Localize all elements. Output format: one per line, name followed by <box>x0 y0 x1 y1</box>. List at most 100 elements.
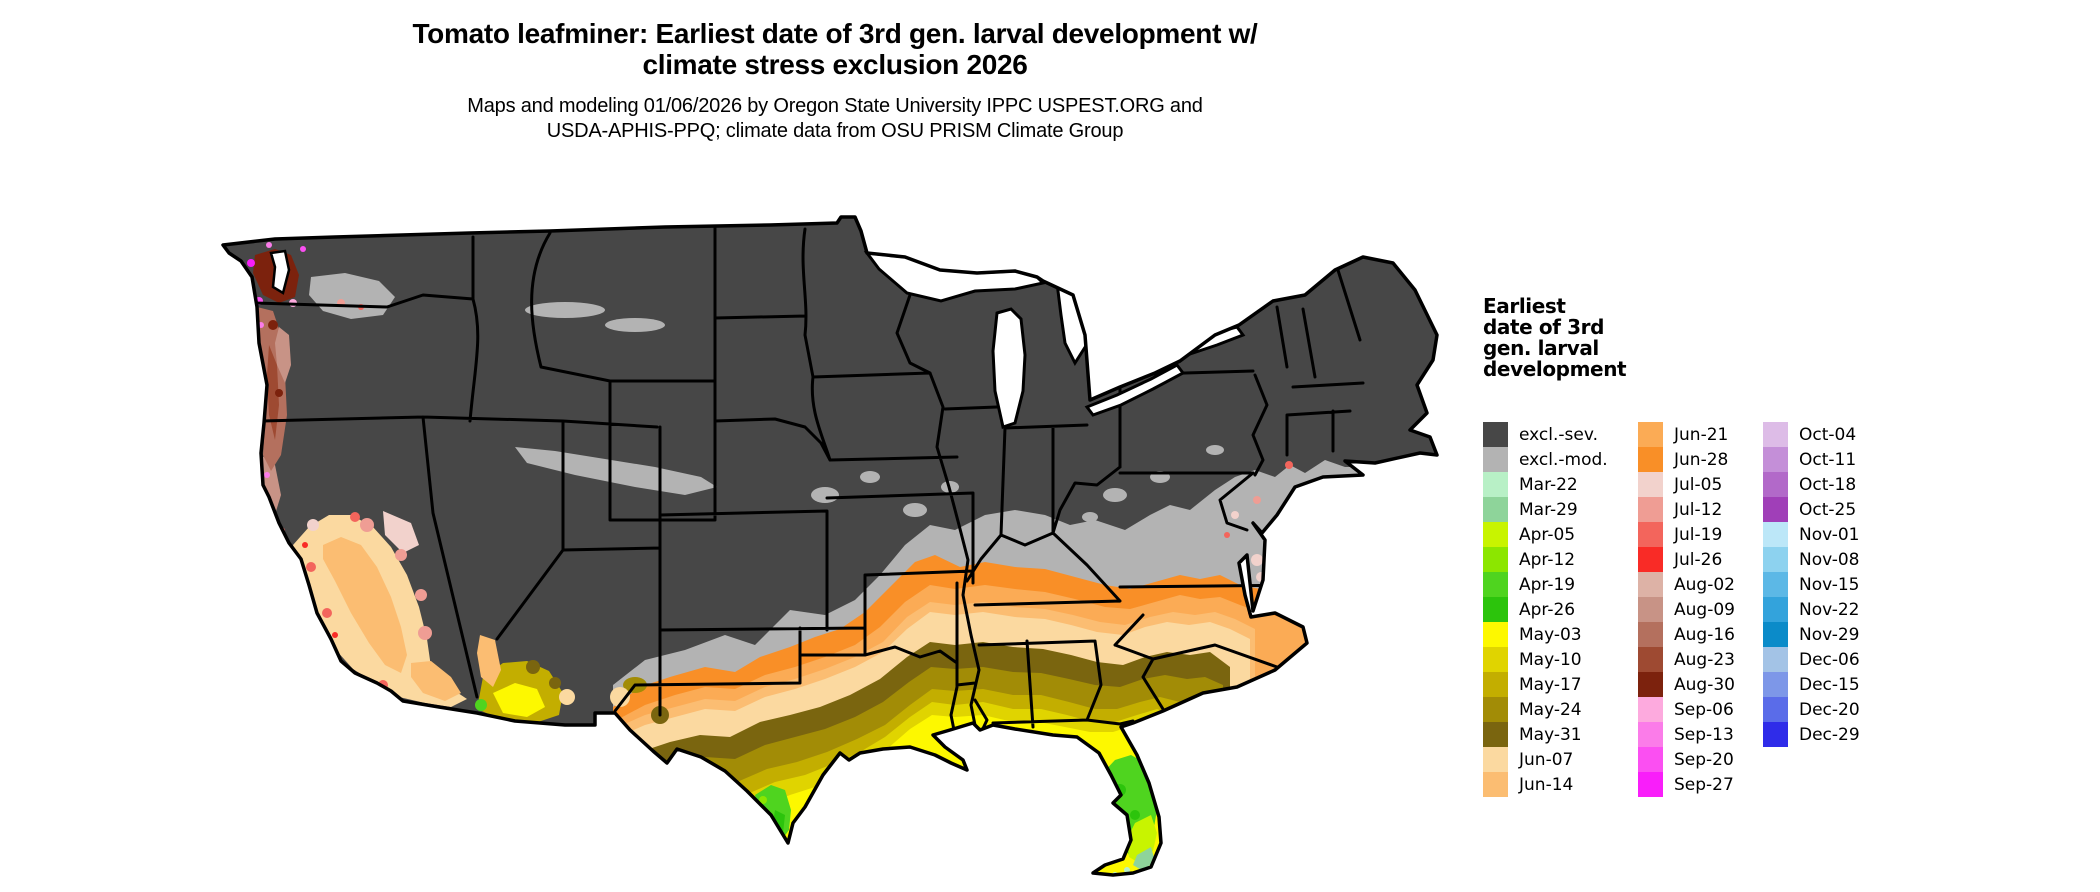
legend-label: Nov-01 <box>1799 524 1860 545</box>
title-block: Tomato leafminer: Earliest date of 3rd g… <box>165 18 1505 144</box>
legend-title-line1: Earliest <box>1483 294 1566 318</box>
lake-michigan <box>991 307 1027 429</box>
page-subtitle-line2: USDA-APHIS-PPQ; climate data from OSU PR… <box>546 120 1124 142</box>
map-speck-ca-jul12c <box>360 518 374 532</box>
legend-swatch <box>1483 547 1508 572</box>
legend-swatch <box>1638 547 1663 572</box>
map-speck-ca-jul19b <box>322 608 332 618</box>
us-outline <box>221 215 1439 877</box>
map-speck-ca-jul26b <box>332 632 338 638</box>
legend-entry: Apr-19 <box>1483 572 1638 597</box>
map-region-montana-gray <box>525 302 605 318</box>
legend-label: Jun-07 <box>1519 749 1574 770</box>
legend-label: Oct-25 <box>1799 499 1857 520</box>
map-region-socal-jun14 <box>411 661 461 701</box>
legend-swatch <box>1483 497 1508 522</box>
legend-label: Apr-26 <box>1519 599 1576 620</box>
legend-swatch <box>1638 447 1663 472</box>
legend-label: Jun-21 <box>1674 424 1729 445</box>
legend-entry: May-10 <box>1483 647 1638 672</box>
legend-swatch <box>1483 722 1508 747</box>
legend-label: May-03 <box>1519 624 1582 645</box>
legend-label: Sep-27 <box>1674 774 1734 795</box>
legend-label: Sep-20 <box>1674 749 1734 770</box>
lake-erie <box>1084 363 1186 417</box>
legend-entry: Sep-06 <box>1638 697 1763 722</box>
map-speck-or-sep27 <box>253 411 261 419</box>
legend-swatch <box>1763 522 1788 547</box>
legend-label: Sep-13 <box>1674 724 1734 745</box>
map-speck-appalachia-gray1 <box>1103 488 1127 502</box>
legend-swatch <box>1483 597 1508 622</box>
legend-label: Aug-16 <box>1674 624 1735 645</box>
page-title: Tomato leafminer: Earliest date of 3rd g… <box>165 18 1505 80</box>
map-speck-ca-jul12a <box>418 626 432 640</box>
legend-entry: Aug-02 <box>1638 572 1763 597</box>
legend-swatch <box>1763 622 1788 647</box>
legend-label: Oct-11 <box>1799 449 1857 470</box>
map-speck-ca-jul19a <box>306 562 316 572</box>
legend-label: Jun-14 <box>1519 774 1574 795</box>
legend-entry: Nov-22 <box>1763 597 1888 622</box>
legend-entry: Jun-21 <box>1638 422 1763 447</box>
legend-swatch <box>1638 622 1663 647</box>
legend-entry: Apr-05 <box>1483 522 1638 547</box>
legend-label: Aug-30 <box>1674 674 1735 695</box>
map-speck-yuma-apr19 <box>475 699 487 711</box>
legend-entry: May-03 <box>1483 622 1638 647</box>
legend-title-line3: gen. larval <box>1483 336 1599 360</box>
legend-swatch <box>1638 647 1663 672</box>
map-speck-wa-sep20b <box>300 246 306 252</box>
legend-entry: Dec-15 <box>1763 672 1888 697</box>
legend-entry: Mar-22 <box>1483 472 1638 497</box>
legend-label: Nov-08 <box>1799 549 1860 570</box>
map-speck-dc-jul19 <box>1224 532 1230 538</box>
legend-label: Jun-28 <box>1674 449 1729 470</box>
legend-entry: Sep-13 <box>1638 722 1763 747</box>
legend-entry: Jul-26 <box>1638 547 1763 572</box>
legend-swatch <box>1763 722 1788 747</box>
legend-title: Earliest date of 3rd gen. larval develop… <box>1483 296 2043 380</box>
state-borders <box>253 225 1365 747</box>
legend-entry: May-24 <box>1483 697 1638 722</box>
legend-entry: Sep-20 <box>1638 747 1763 772</box>
legend-entry: Oct-11 <box>1763 447 1888 472</box>
legend-swatch <box>1763 447 1788 472</box>
legend-label: Aug-09 <box>1674 599 1735 620</box>
legend-swatch <box>1638 697 1663 722</box>
map-speck-elpaso-jun07 <box>610 687 630 707</box>
map-speck-wa-sep27 <box>247 259 255 267</box>
map-speck-ca-jul26a <box>302 542 308 548</box>
legend-entry: Jun-07 <box>1483 747 1638 772</box>
legend-swatch <box>1763 422 1788 447</box>
map-speck-florida-apr26b <box>1130 810 1140 820</box>
legend-label: May-31 <box>1519 724 1582 745</box>
legend-column-3: Oct-04 Oct-11 Oct-18 Oct-25 Nov-01 Nov-08 Nov-… <box>1763 422 1888 747</box>
legend-entry: Nov-01 <box>1763 522 1888 547</box>
map-region-willamette-aug09 <box>275 327 291 383</box>
legend-entry: Dec-06 <box>1763 647 1888 672</box>
map-region-norcal-jul05 <box>383 511 419 553</box>
legend-swatch <box>1483 747 1508 772</box>
map-speck-or-aug30a <box>268 320 278 330</box>
legend-swatch <box>1483 672 1508 697</box>
legend-swatch <box>1763 697 1788 722</box>
page-subtitle-line1: Maps and modeling 01/06/2026 by Oregon S… <box>467 95 1203 117</box>
legend-label: May-17 <box>1519 674 1582 695</box>
puget-sound <box>269 249 291 295</box>
legend-entry: Dec-29 <box>1763 722 1888 747</box>
legend-swatch <box>1638 522 1663 547</box>
map-speck-ca-jul12b <box>415 589 427 601</box>
map-region-south-texas-apr26 <box>773 810 785 833</box>
map-speck-nyc-jul19 <box>1285 461 1293 469</box>
legend-label: Dec-15 <box>1799 674 1860 695</box>
legend-label: Jul-19 <box>1674 524 1723 545</box>
map-speck-wa-sep13 <box>266 242 272 248</box>
legend-entry: Oct-18 <box>1763 472 1888 497</box>
map-speck-philly-jul12 <box>1253 496 1261 504</box>
legend-entry: May-17 <box>1483 672 1638 697</box>
legend-label: Oct-18 <box>1799 474 1857 495</box>
map-region-colorado-river-jun14 <box>477 635 501 687</box>
map-speck-plains-gray2 <box>860 471 880 483</box>
